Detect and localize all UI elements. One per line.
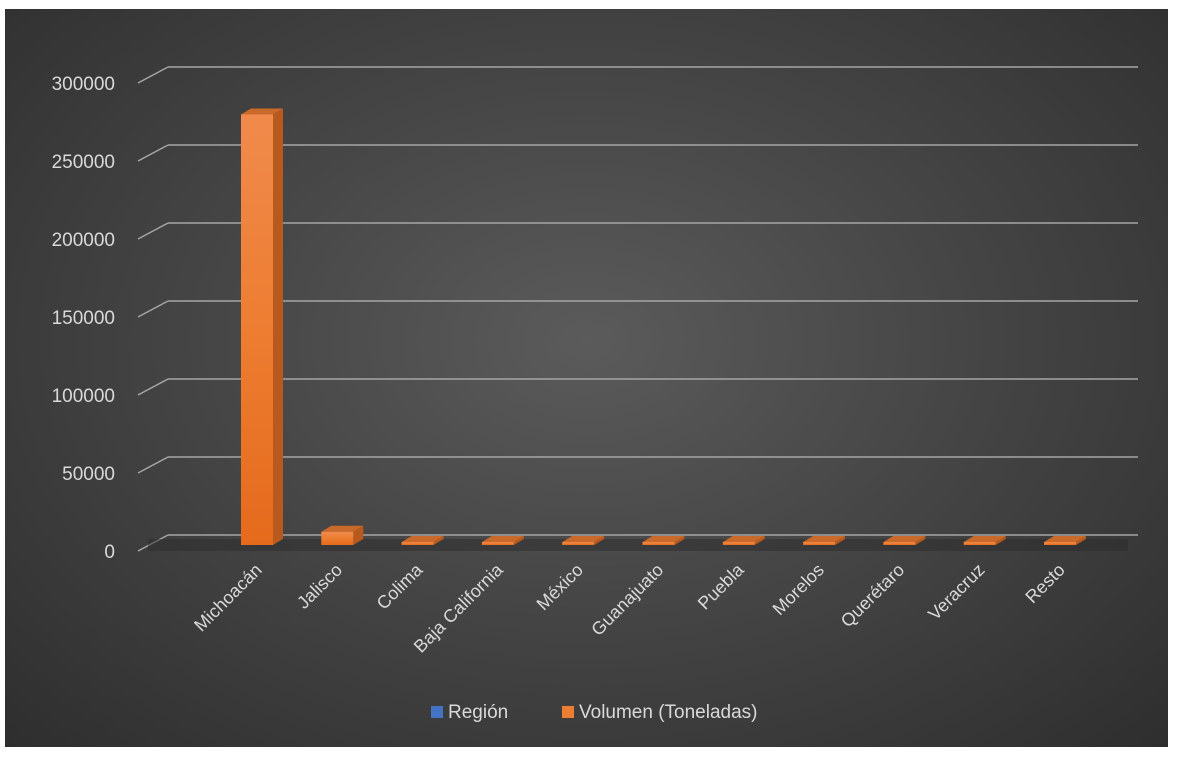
bar-top (1044, 536, 1086, 542)
y-tick-label: 250000 (52, 152, 115, 173)
bar (963, 536, 1006, 545)
bar-front (401, 542, 434, 545)
bar (241, 108, 283, 545)
y-tick-label: 0 (104, 542, 115, 563)
bar-top (883, 536, 926, 542)
bar-front (642, 542, 675, 545)
y-tick-label: 200000 (52, 230, 115, 251)
x-category-label: Colima (373, 559, 427, 613)
x-category-label: Michoacán (190, 560, 266, 636)
bar (1044, 536, 1086, 545)
gridlines (137, 66, 1138, 552)
bar (642, 536, 685, 545)
gridline-depth (137, 300, 169, 318)
bar-side (433, 536, 444, 545)
legend-swatch (562, 706, 574, 718)
bar-front (1044, 542, 1076, 545)
bar-front (722, 542, 755, 545)
gridline-depth (137, 222, 169, 240)
bar-side (513, 536, 524, 545)
bar-side (353, 525, 364, 545)
bar (481, 536, 524, 545)
x-category-label: Puebla (694, 559, 748, 613)
bar (321, 525, 364, 545)
x-category-label: Guanajuato (587, 560, 667, 640)
bar-side (1076, 536, 1086, 545)
floor-shadow (148, 539, 1128, 551)
bar-front (241, 114, 273, 545)
bar-side (995, 536, 1006, 545)
bar-side (915, 536, 926, 545)
bar-top (642, 536, 685, 542)
bar-front (963, 542, 996, 545)
bar-top (963, 536, 1006, 542)
bar-top (241, 108, 283, 115)
bar-front (883, 542, 916, 545)
bar-top (401, 536, 444, 542)
y-tick-label: 150000 (52, 308, 115, 329)
legend-label: Volumen (Toneladas) (579, 702, 758, 723)
bar (562, 536, 605, 545)
bar-top (803, 536, 846, 542)
bar-top (321, 525, 364, 532)
bar-side (835, 536, 846, 545)
x-category-label: Resto (1021, 560, 1068, 607)
x-category-label: Jalisco (293, 560, 346, 613)
bar-top (722, 536, 765, 542)
bar-front (562, 542, 595, 545)
y-tick-label: 50000 (62, 464, 115, 485)
x-category-label: Morelos (769, 560, 828, 619)
x-category-label: Veracruz (924, 560, 988, 624)
bar-side (674, 536, 685, 545)
bar-top (481, 536, 524, 542)
bar-front (321, 531, 354, 545)
chart-area: 0 50000 100000 150000 200000 250000 300000 Mic… (5, 9, 1168, 747)
y-axis-ticks: 0 50000 100000 150000 200000 250000 300000 (52, 74, 115, 563)
x-category-label: Querétaro (837, 560, 908, 631)
legend-swatch (431, 706, 443, 718)
bars (241, 108, 1086, 545)
bar-front (803, 542, 836, 545)
y-tick-label: 100000 (52, 386, 115, 407)
bar (722, 536, 765, 545)
gridline-depth (137, 456, 169, 474)
bar-side (273, 108, 283, 545)
bar-side (754, 536, 765, 545)
x-category-label: México (533, 560, 587, 614)
gridline-depth (137, 66, 169, 84)
bar-front (481, 542, 514, 545)
bar-top (562, 536, 605, 542)
bar (883, 536, 926, 545)
legend: Región Volumen (Toneladas) (431, 702, 758, 723)
bar-chart: 0 50000 100000 150000 200000 250000 300000 Mic… (52, 66, 1138, 723)
bar (401, 536, 444, 545)
y-tick-label: 300000 (52, 74, 115, 95)
legend-label: Región (448, 702, 508, 723)
gridline-depth (137, 378, 169, 396)
bar (803, 536, 846, 545)
gridline-depth (137, 144, 169, 162)
bar-side (594, 536, 605, 545)
